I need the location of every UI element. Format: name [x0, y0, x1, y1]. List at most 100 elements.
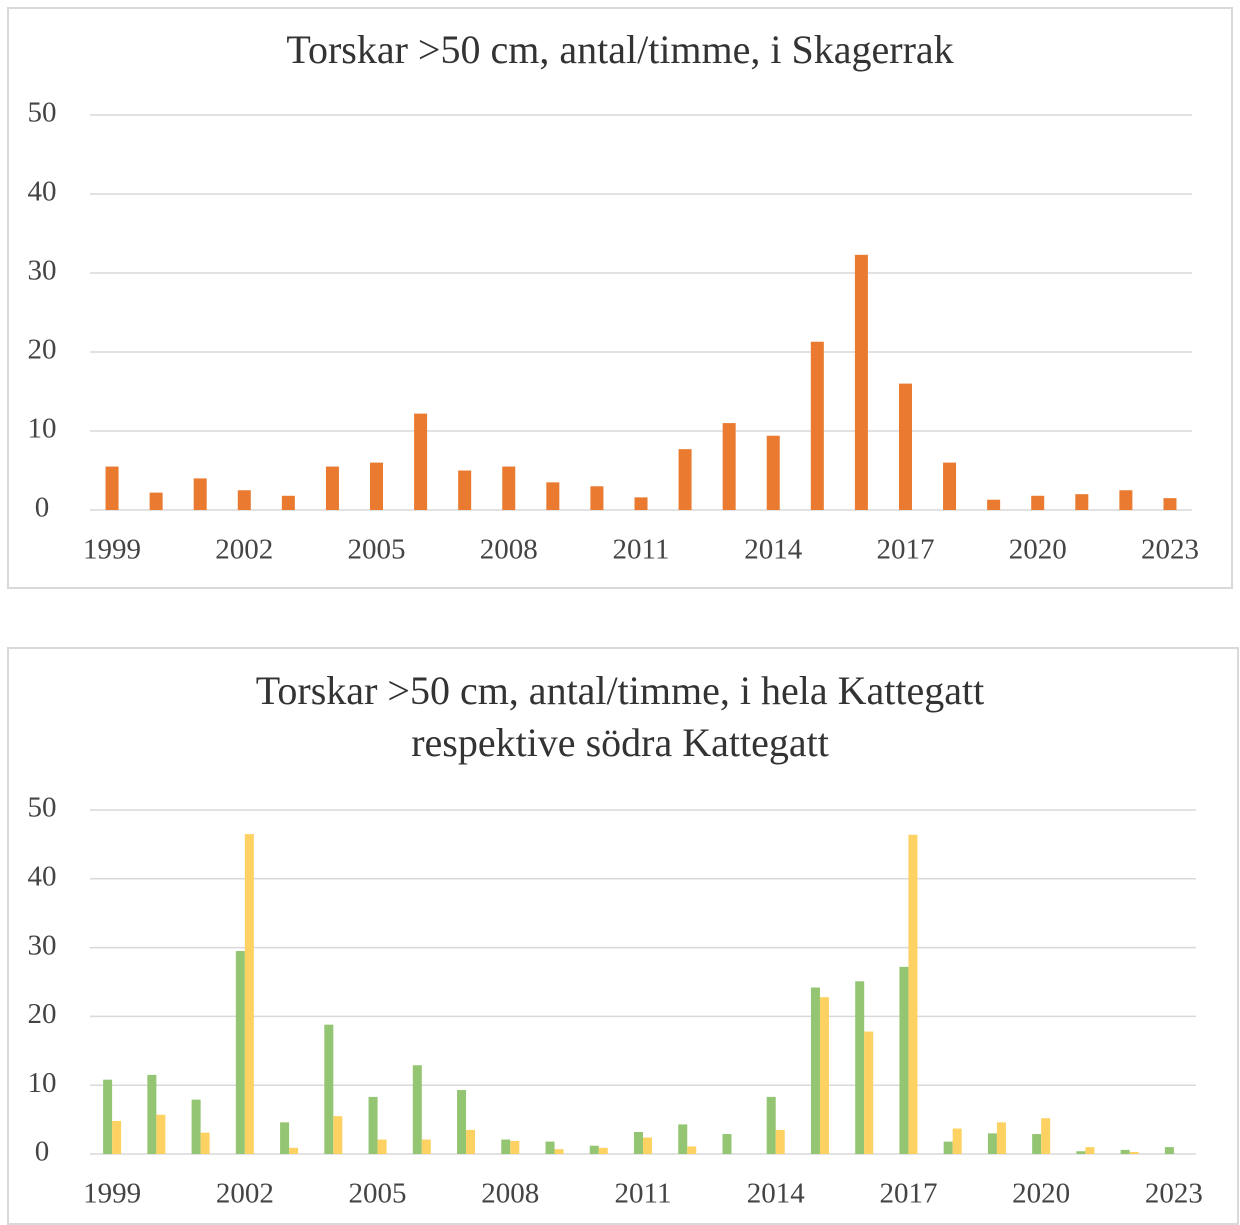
bar — [458, 470, 472, 510]
bar — [722, 1134, 732, 1154]
x-tick-label: 2002 — [216, 1178, 274, 1210]
x-tick-label: 1999 — [83, 534, 141, 566]
bar — [235, 951, 245, 1154]
y-tick-label: 30 — [28, 929, 57, 961]
bar — [987, 499, 1001, 510]
x-tick-label: 1999 — [83, 1178, 141, 1210]
bar — [898, 383, 912, 510]
x-tick-label: 2002 — [215, 534, 273, 566]
bar — [590, 486, 604, 510]
bar — [156, 1114, 166, 1154]
bar — [943, 462, 957, 510]
bar — [191, 1099, 201, 1154]
chart-frame — [7, 7, 1233, 589]
bar — [687, 1146, 697, 1154]
bar — [324, 1024, 334, 1154]
x-tick-label: 2014 — [747, 1178, 806, 1210]
bar — [112, 1120, 122, 1154]
bar — [996, 1122, 1006, 1154]
bar — [237, 490, 251, 510]
x-tick-label: 2020 — [1012, 1178, 1070, 1210]
bar — [289, 1147, 299, 1154]
x-tick-label: 2017 — [879, 1178, 937, 1210]
bar — [1120, 1149, 1130, 1154]
bar — [200, 1132, 210, 1154]
bar — [105, 466, 119, 510]
bar — [103, 1079, 113, 1154]
bar — [1163, 498, 1177, 510]
bar — [280, 1122, 290, 1154]
bar — [598, 1147, 608, 1154]
bar — [987, 1133, 997, 1154]
bar — [333, 1116, 343, 1154]
bar — [1031, 495, 1045, 510]
x-tick-label: 2008 — [481, 1178, 539, 1210]
bar — [466, 1129, 476, 1154]
bar — [943, 1141, 953, 1154]
x-tick-label: 2005 — [348, 534, 406, 566]
bar — [377, 1139, 387, 1154]
y-tick-label: 30 — [28, 255, 57, 287]
bar — [643, 1137, 652, 1154]
bar — [281, 495, 295, 510]
bar — [854, 254, 868, 510]
bar — [412, 1065, 422, 1154]
bar — [414, 413, 428, 510]
y-tick-label: 40 — [28, 860, 57, 892]
bar — [766, 435, 780, 510]
bar — [634, 1131, 643, 1154]
chart-title: Torskar >50 cm, antal/timme, i hela Katt… — [256, 668, 984, 713]
chart-title: Torskar >50 cm, antal/timme, i Skagerrak — [286, 27, 953, 72]
y-tick-label: 20 — [28, 998, 57, 1030]
bar — [368, 1096, 378, 1154]
bar — [421, 1139, 431, 1154]
bar — [634, 497, 648, 510]
x-tick-label: 2023 — [1141, 534, 1199, 566]
y-tick-label: 0 — [35, 492, 50, 524]
bar — [545, 1141, 555, 1154]
y-tick-label: 10 — [28, 1067, 57, 1099]
bar — [502, 466, 516, 510]
bar — [819, 997, 829, 1154]
y-tick-label: 50 — [28, 97, 57, 129]
bar — [1164, 1147, 1174, 1154]
x-tick-label: 2023 — [1145, 1178, 1203, 1210]
x-tick-label: 2005 — [349, 1178, 407, 1210]
y-tick-label: 0 — [35, 1136, 50, 1168]
bar — [1041, 1118, 1051, 1154]
x-tick-label: 2020 — [1009, 534, 1067, 566]
x-tick-label: 2011 — [615, 1178, 672, 1210]
bar — [1075, 494, 1089, 510]
bar — [589, 1145, 599, 1154]
bar — [775, 1129, 785, 1154]
bar — [864, 1031, 874, 1154]
y-tick-label: 20 — [28, 334, 57, 366]
bar — [810, 341, 824, 510]
bar — [766, 1096, 776, 1154]
bar — [370, 462, 384, 510]
bar — [510, 1140, 520, 1154]
bar — [678, 1124, 688, 1154]
bar — [546, 482, 560, 510]
bar — [722, 423, 736, 510]
bar — [244, 834, 254, 1154]
bar — [554, 1149, 564, 1154]
chart-title: respektive södra Kattegatt — [411, 720, 829, 765]
bar — [908, 834, 918, 1154]
y-tick-label: 10 — [28, 413, 57, 445]
bar — [193, 478, 207, 510]
bar — [501, 1139, 511, 1154]
x-tick-label: 2011 — [613, 534, 670, 566]
bar — [952, 1128, 962, 1154]
bar — [325, 466, 339, 510]
x-tick-label: 2017 — [876, 534, 934, 566]
bar — [1032, 1134, 1042, 1154]
bar — [147, 1074, 157, 1154]
bar — [810, 987, 820, 1154]
bar — [1119, 490, 1133, 510]
x-tick-label: 2008 — [480, 534, 538, 566]
bar — [1129, 1151, 1139, 1154]
bar — [899, 966, 909, 1154]
bar — [457, 1090, 467, 1154]
